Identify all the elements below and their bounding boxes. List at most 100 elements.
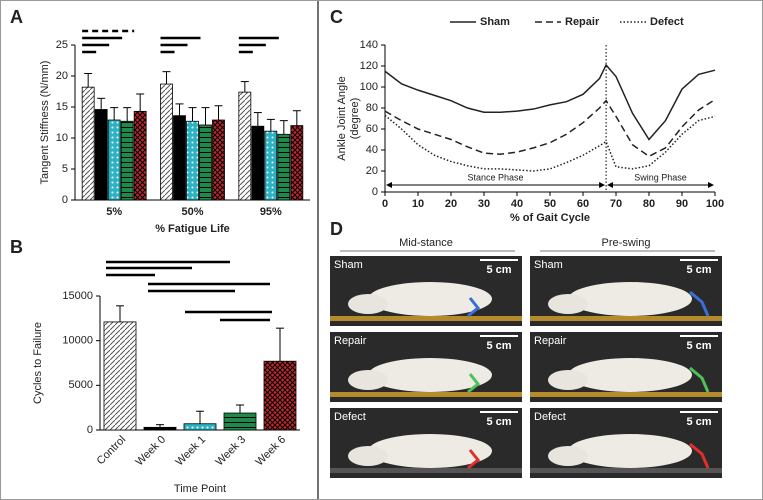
bar	[277, 133, 291, 201]
panel-label: A	[10, 7, 23, 27]
bar	[120, 120, 134, 201]
legend-label: Repair	[565, 16, 600, 28]
floor	[330, 316, 522, 321]
column-header: Pre-swing	[602, 237, 651, 249]
photo: Defect 5 cm	[530, 408, 722, 478]
rat-body	[568, 358, 692, 392]
photo: Repair 5 cm	[530, 332, 722, 402]
x-tick-label: 95%	[260, 206, 282, 218]
scale-label: 5 cm	[686, 340, 711, 352]
y-tick-label: 10	[56, 132, 68, 144]
y-tick-label: 0	[87, 424, 93, 436]
y-tick-label: 25	[56, 39, 68, 51]
error-bar	[110, 107, 119, 121]
error-bar	[123, 107, 132, 122]
rat-body	[368, 434, 492, 468]
y-axis-title: Cycles to Failure	[32, 322, 44, 404]
bar	[186, 120, 199, 201]
rat-body	[368, 358, 492, 392]
line	[384, 98, 716, 158]
x-tick-label: 0	[382, 198, 388, 210]
x-tick-label: Week 3	[213, 434, 248, 469]
leg-marker	[467, 297, 481, 318]
leg-marker	[689, 366, 710, 393]
rat-body	[368, 282, 492, 316]
x-axis-title: Time Point	[174, 483, 226, 495]
x-tick-label: 10	[412, 198, 424, 210]
error-bar	[240, 81, 249, 93]
row-label: Repair	[334, 335, 367, 347]
bar	[143, 426, 177, 431]
error-bar	[236, 404, 244, 414]
annotation: Swing Phase	[634, 172, 687, 182]
line	[384, 114, 716, 172]
row-label: Repair	[534, 335, 567, 347]
bar	[223, 412, 257, 431]
rat-head	[348, 446, 388, 466]
scale-label: 5 cm	[486, 340, 511, 352]
error-bar	[276, 327, 284, 362]
panel-label: C	[330, 7, 343, 27]
legend-label: Defect	[650, 16, 684, 28]
column-header: Mid-stance	[399, 237, 453, 249]
scale-label: 5 cm	[686, 264, 711, 276]
y-tick-label: 60	[366, 123, 378, 135]
photo: Defect 5 cm	[330, 408, 522, 478]
error-bar	[214, 105, 223, 121]
y-tick-label: 20	[366, 165, 378, 177]
bar	[160, 83, 173, 201]
error-bar	[292, 110, 301, 126]
y-axis-title: Ankle Joint Angle	[336, 76, 348, 160]
error-bar	[97, 97, 106, 110]
leg-marker	[689, 442, 710, 469]
bar	[238, 91, 252, 201]
leg-marker	[467, 449, 481, 470]
rat-head	[348, 370, 388, 390]
scale-label: 5 cm	[486, 264, 511, 276]
x-tick-label: Control	[95, 434, 129, 468]
rat-body	[568, 282, 692, 316]
bar	[94, 109, 108, 201]
x-axis-title: % of Gait Cycle	[510, 212, 590, 224]
bar	[251, 125, 265, 201]
rat-head	[348, 294, 388, 314]
error-bar	[136, 93, 145, 112]
rat-head	[548, 370, 588, 390]
row-label: Defect	[534, 411, 566, 423]
row-label: Defect	[334, 411, 366, 423]
y-tick-label: 5	[62, 163, 68, 175]
x-tick-label: 5%	[106, 206, 122, 218]
floor	[530, 468, 722, 473]
x-tick-label: 80	[643, 198, 655, 210]
rat-head	[548, 446, 588, 466]
y-tick-label: 20	[56, 70, 68, 82]
line	[384, 63, 716, 141]
x-tick-label: Week 0	[133, 434, 168, 469]
bar	[263, 360, 297, 431]
x-axis-title: % Fatigue Life	[155, 223, 230, 235]
annotation: Stance Phase	[468, 172, 524, 182]
y-tick-label: 100	[360, 81, 378, 93]
y-tick-label: 0	[62, 194, 68, 206]
scale-label: 5 cm	[686, 416, 711, 428]
x-tick-label: 60	[577, 198, 589, 210]
bar	[103, 321, 137, 431]
y-tick-label: 140	[360, 39, 378, 51]
y-tick-label: 0	[372, 186, 378, 198]
photo: Sham 5 cm	[530, 256, 722, 326]
x-tick-label: 30	[478, 198, 490, 210]
x-tick-label: 50	[544, 198, 556, 210]
bar	[183, 423, 217, 431]
row-label: Sham	[534, 259, 563, 271]
bar	[212, 119, 225, 201]
photo: Repair 5 cm	[330, 332, 522, 402]
error-bar	[156, 424, 164, 428]
rat-body	[568, 434, 692, 468]
x-tick-label: 20	[445, 198, 457, 210]
bar	[107, 119, 121, 201]
error-bar	[201, 107, 210, 125]
error-bar	[175, 103, 184, 116]
x-tick-label: Week 1	[173, 434, 208, 469]
y-axis-title: Tangent Stiffness (N/mm)	[39, 61, 51, 185]
